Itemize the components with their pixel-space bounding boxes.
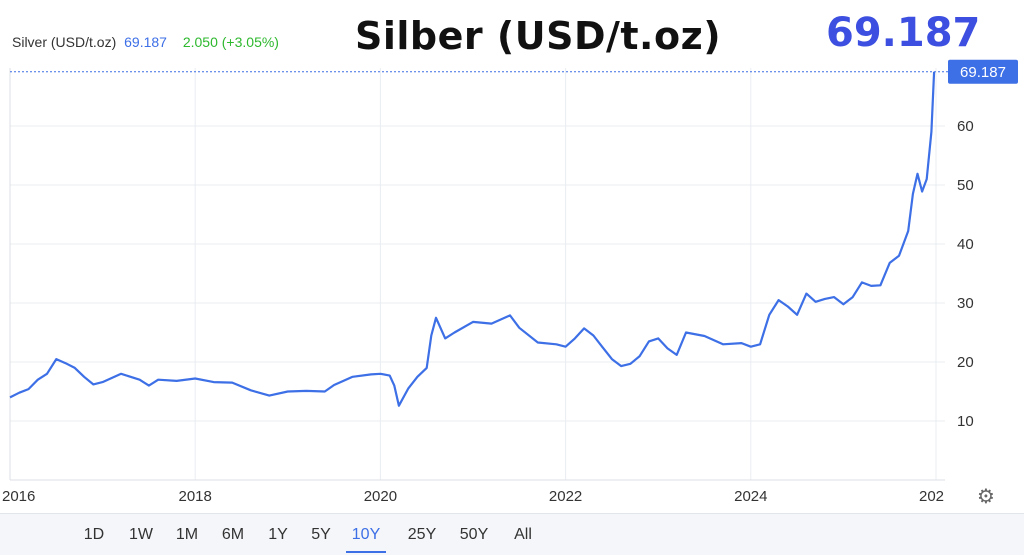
range-button-6m[interactable]: 6M — [221, 526, 245, 543]
legend-change: 2.050 (+3.05%) — [182, 34, 279, 50]
x-tick-label: 2016 — [2, 488, 35, 505]
range-button-all[interactable]: All — [514, 526, 532, 543]
x-tick-label-last: 202 — [919, 488, 944, 505]
y-axis: 10 20 30 40 50 60 — [957, 118, 974, 430]
range-button-50y[interactable]: 50Y — [459, 526, 489, 543]
range-button-5y[interactable]: 5Y — [311, 526, 331, 543]
x-tick-label: 2018 — [179, 488, 212, 505]
range-selector: 1D 1W 1M 6M 1Y 5Y 10Y 25Y 50Y All — [0, 513, 1024, 555]
x-tick-label: 2022 — [549, 488, 582, 505]
range-button-1w[interactable]: 1W — [129, 526, 153, 543]
gear-icon[interactable]: ⚙ — [977, 486, 995, 508]
legend: Silver (USD/t.oz) 69.187 2.050 (+3.05%) — [12, 34, 279, 50]
legend-price: 69.187 — [124, 34, 167, 50]
y-tick-label: 20 — [957, 354, 974, 371]
price-tag-label: 69.187 — [960, 64, 1006, 81]
chart-grid — [9, 68, 945, 481]
series-line-silver — [9, 71, 936, 407]
y-tick-label: 60 — [957, 118, 974, 135]
price-tag-background — [948, 59, 1018, 84]
range-button-1m[interactable]: 1M — [175, 526, 199, 543]
overlay-price: 69.187 — [826, 10, 981, 56]
y-tick-label: 10 — [957, 413, 974, 430]
legend-symbol-name: Silver (USD/t.oz) — [12, 34, 117, 50]
range-button-25y[interactable]: 25Y — [407, 526, 437, 543]
overlay-title: Silber (USD/t.oz) — [355, 14, 722, 58]
price-tag: 69.187 — [948, 59, 1018, 84]
price-chart[interactable]: 2016 2018 2020 2022 2024 202 10 20 30 40 50 60 69.… — [0, 0, 1024, 512]
y-tick-label: 40 — [957, 236, 974, 253]
x-tick-label: 2024 — [734, 488, 767, 505]
range-button-1d[interactable]: 1D — [83, 526, 105, 543]
x-axis: 2016 2018 2020 2022 2024 202 — [2, 488, 944, 505]
y-tick-label: 50 — [957, 177, 974, 194]
range-button-1y[interactable]: 1Y — [268, 526, 288, 543]
range-button-10y[interactable]: 10Y — [346, 514, 386, 553]
y-tick-label: 30 — [957, 295, 974, 312]
x-tick-label: 2020 — [364, 488, 397, 505]
